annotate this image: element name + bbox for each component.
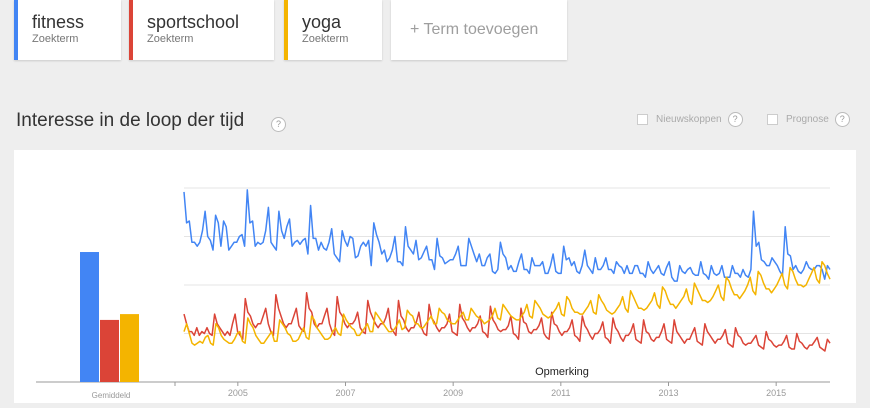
series-line-fitness: [183, 189, 831, 282]
average-bar-yoga: [120, 314, 139, 382]
term-card-sportschool[interactable]: sportschool Zoekterm: [129, 0, 274, 60]
term-name: fitness: [32, 12, 85, 32]
term-type: Zoekterm: [302, 33, 349, 45]
series-lines: [183, 189, 831, 352]
forecast-checkbox[interactable]: [767, 114, 778, 125]
section-title: Interesse in de loop der tijd: [16, 110, 245, 131]
news-headlines-label: Nieuwskoppen: [656, 114, 722, 125]
series-line-sportschool: [183, 292, 831, 352]
term-name: yoga: [302, 12, 342, 32]
x-tick-label: 2007: [335, 388, 355, 398]
term-name: sportschool: [147, 12, 240, 32]
x-tick-label: 2015: [766, 388, 786, 398]
average-label: Gemiddeld: [92, 391, 131, 400]
chart-svg: 2005 2007 2009 2011 2013 2015 Gemiddeld Opmer…: [36, 187, 831, 400]
series-line-yoga: [183, 260, 831, 346]
x-tick-label: 2011: [551, 388, 570, 398]
x-tick-label: 2005: [228, 388, 248, 398]
term-color-bar: [14, 0, 18, 60]
term-color-bar: [129, 0, 133, 60]
x-tick-label: 2013: [658, 388, 678, 398]
term-color-bar: [284, 0, 288, 60]
annotation-label[interactable]: Opmerking: [535, 366, 589, 378]
term-card-yoga[interactable]: yoga Zoekterm: [284, 0, 382, 60]
average-bars: [80, 252, 139, 382]
term-type: Zoekterm: [147, 33, 194, 45]
interest-over-time-chart: 2005 2007 2009 2011 2013 2015 Gemiddeld Opmer…: [14, 150, 856, 403]
average-bar-sportschool: [100, 319, 119, 382]
news-headlines-option[interactable]: Nieuwskoppen ?: [637, 112, 743, 127]
chart-grid: [36, 187, 830, 386]
average-bar-fitness: [80, 252, 99, 382]
help-icon[interactable]: ?: [834, 112, 850, 127]
term-type: Zoekterm: [32, 33, 79, 45]
x-axis: 2005 2007 2009 2011 2013 2015: [228, 382, 786, 398]
news-headlines-checkbox[interactable]: [637, 114, 648, 125]
help-icon[interactable]: ?: [727, 112, 743, 127]
add-term-button[interactable]: + Term toevoegen: [391, 0, 567, 60]
forecast-label: Prognose: [786, 114, 829, 125]
term-card-fitness[interactable]: fitness Zoekterm: [14, 0, 121, 60]
x-tick-label: 2009: [443, 388, 463, 398]
help-icon[interactable]: ?: [271, 117, 286, 132]
forecast-option[interactable]: Prognose ?: [767, 112, 850, 127]
